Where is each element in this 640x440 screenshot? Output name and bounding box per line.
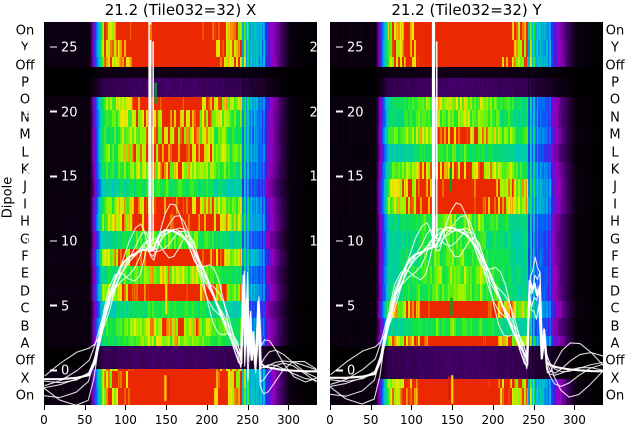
dipole-label-right-7: L — [611, 145, 619, 161]
dipole-label-left-1: Y — [21, 40, 29, 56]
dipole-label-left-19: Off — [15, 353, 35, 369]
dipole-label-right-21: On — [605, 388, 625, 404]
dipole-label-right-16: C — [610, 301, 620, 317]
x-tick-label-250: 250 — [522, 413, 546, 427]
dipole-label-left-4: O — [19, 92, 31, 108]
dipole-label-left-2: Off — [15, 58, 35, 74]
x-tick-100 — [411, 405, 413, 410]
x-axis-panel-y: 0 50 100 150 200 250 300 — [326, 405, 603, 439]
dipole-label-right-4: O — [609, 92, 621, 108]
x-tick-label-0: 0 — [326, 413, 334, 427]
x-tick-label-300: 300 — [277, 413, 300, 427]
heatmap-image-y — [330, 22, 603, 405]
dipole-label-right-8: K — [610, 162, 620, 178]
dipole-label-left-17: B — [20, 319, 30, 335]
dipole-label-left-0: On — [15, 23, 35, 39]
inner-tick-right-5: 5 — [31, 299, 40, 315]
dipole-label-right-14: E — [610, 266, 620, 282]
overlay-curves-x — [44, 22, 317, 405]
x-tick-150 — [452, 405, 454, 410]
heatmap-panel-y[interactable]: 21.2 (Tile032=32) Y 0 5 10 15 20 25 0 5 10 15 20 2… — [309, 1, 603, 405]
dipole-label-right-13: F — [611, 249, 619, 265]
dipole-label-right-10: I — [613, 197, 617, 213]
dipole-label-left-18: A — [20, 336, 30, 352]
x-tick-label-100: 100 — [400, 413, 423, 427]
dipole-label-left-13: F — [21, 249, 29, 265]
dipole-label-left-12: G — [19, 232, 31, 248]
x-tick-100 — [125, 405, 127, 410]
dipole-label-left-14: E — [20, 266, 30, 282]
x-tick-label-250: 250 — [236, 413, 260, 427]
x-tick-label-0: 0 — [40, 413, 48, 427]
x-tick-50 — [370, 405, 372, 410]
x-tick-300 — [288, 405, 290, 410]
x-tick-0 — [330, 405, 331, 410]
panel-title-x: 21.2 (Tile032=32) X — [104, 1, 257, 19]
x-tick-label-150: 150 — [440, 413, 464, 427]
inner-tick-right-0: 0 — [31, 363, 40, 379]
x-tick-label-200: 200 — [195, 413, 219, 427]
inner-tick-right-15: 15 — [23, 169, 40, 185]
dipole-label-right-3: P — [611, 75, 619, 91]
categorical-axis-right: On Y Off P O N M L K J I H G F E D C B A Off X On — [598, 22, 632, 405]
x-tick-label-200: 200 — [481, 413, 505, 427]
overlay-curves-y — [330, 22, 603, 405]
dipole-label-left-20: X — [20, 371, 30, 387]
inner-tick-right-20: 20 — [23, 105, 40, 121]
dipole-label-left-6: M — [19, 127, 31, 143]
x-tick-0 — [44, 405, 45, 410]
panel-title-y: 21.2 (Tile032=32) Y — [391, 1, 542, 19]
dipole-label-left-21: On — [15, 388, 35, 404]
dipole-label-right-5: N — [610, 110, 620, 126]
x-tick-label-150: 150 — [154, 413, 178, 427]
dipole-label-right-6: M — [609, 127, 621, 143]
x-tick-label-50: 50 — [77, 413, 93, 427]
dipole-label-right-20: X — [610, 371, 620, 387]
dipole-label-right-0: On — [605, 23, 625, 39]
dipole-label-left-15: D — [19, 284, 30, 300]
x-tick-250 — [533, 405, 535, 410]
dipole-label-right-12: G — [609, 232, 621, 248]
x-axis-panel-x: 0 50 100 150 200 250 300 — [40, 405, 317, 439]
x-tick-200 — [492, 405, 494, 410]
inner-tick-right-10: 10 — [23, 234, 40, 250]
dipole-label-right-9: J — [613, 179, 617, 195]
x-tick-label-300: 300 — [563, 413, 586, 427]
dipole-label-right-17: B — [610, 319, 620, 335]
dipole-label-right-1: Y — [611, 40, 619, 56]
inner-tick-right-25: 25 — [23, 40, 40, 56]
dipole-label-right-15: D — [609, 284, 620, 300]
x-tick-150 — [166, 405, 168, 410]
inner-tick-right-5: 5 — [317, 299, 326, 315]
dipole-label-left-16: C — [20, 301, 30, 317]
heatmap-image-x — [44, 22, 317, 405]
dipole-label-right-2: Off — [605, 58, 625, 74]
x-tick-label-50: 50 — [363, 413, 379, 427]
heatmap-panel-x[interactable]: 21.2 (Tile032=32) X 0 5 10 15 20 25 0 5 10 15 20 2… — [23, 1, 317, 405]
dipole-label-left-3: P — [21, 75, 29, 91]
x-tick-250 — [247, 405, 249, 410]
dipole-label-right-11: H — [610, 214, 620, 230]
dipole-label-left-7: L — [21, 145, 29, 161]
dipole-label-right-19: Off — [605, 353, 625, 369]
dipole-label-left-5: N — [20, 110, 30, 126]
x-tick-label-100: 100 — [114, 413, 137, 427]
y-axis-label: Dipole — [0, 176, 16, 219]
x-tick-300 — [574, 405, 576, 410]
x-tick-200 — [206, 405, 208, 410]
x-tick-50 — [84, 405, 86, 410]
inner-tick-right-0: 0 — [317, 363, 326, 379]
dipole-label-right-18: A — [610, 336, 620, 352]
